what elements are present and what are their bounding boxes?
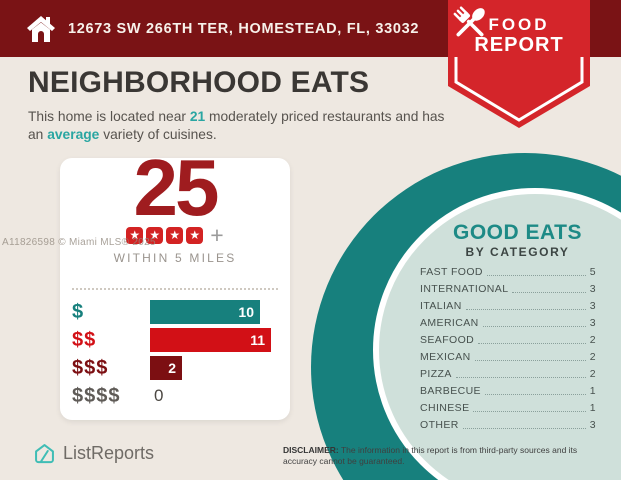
subtitle-text: This home is located near xyxy=(28,109,190,124)
price-level-label: $$$ xyxy=(72,356,109,379)
total-restaurant-count: 25 xyxy=(133,143,220,232)
disclaimer: DISCLAIMER: The information in this repo… xyxy=(283,445,608,468)
page-subtitle: This home is located near 21 moderately … xyxy=(28,108,460,144)
disclaimer-label: DISCLAIMER: xyxy=(283,445,339,455)
category-row: SEAFOOD 2 xyxy=(420,334,596,346)
good-eats-title: GOOD EATS xyxy=(453,221,582,244)
dotted-leader xyxy=(482,326,586,327)
utensils-icon xyxy=(453,6,485,37)
dotted-leader xyxy=(473,411,586,412)
price-bar-value: 2 xyxy=(168,360,176,376)
price-bar: 2 xyxy=(150,356,182,380)
category-label: INTERNATIONAL xyxy=(420,283,509,295)
radius-caption: WITHIN 5 MILES xyxy=(113,251,237,265)
plus-icon: + xyxy=(210,222,224,248)
category-label: MEXICAN xyxy=(420,351,471,363)
home-icon xyxy=(27,15,55,42)
dotted-leader xyxy=(486,275,586,276)
star-icon: ★ xyxy=(126,226,144,244)
price-bar: 10 xyxy=(150,300,260,324)
good-eats-subtitle: BY CATEGORY xyxy=(465,245,570,259)
star-icon: ★ xyxy=(186,226,204,244)
category-label: PIZZA xyxy=(420,368,452,380)
summary-card: 25 ★ ★ ★ ★ + WITHIN 5 MILES $10 $$ 11 $$$ 2 $$$$… xyxy=(60,148,290,420)
food-report-badge: FOOD REPORT xyxy=(448,0,590,130)
star-icon: ★ xyxy=(146,226,164,244)
badge-line1: FOOD xyxy=(488,15,550,34)
price-bar-row: $$$ 2 xyxy=(72,356,278,380)
price-bar-row: $$ 11 xyxy=(72,328,278,352)
category-row: ITALIAN 3 xyxy=(420,300,596,312)
dotted-leader xyxy=(455,377,586,378)
variety-highlight: average xyxy=(47,127,100,143)
category-label: BARBECUE xyxy=(420,385,481,397)
dotted-leader xyxy=(478,343,586,344)
category-count: 3 xyxy=(589,283,596,295)
category-row: OTHER 3 xyxy=(420,419,596,431)
category-count: 2 xyxy=(589,351,596,363)
page-title: NEIGHBORHOOD EATS xyxy=(28,66,370,99)
dotted-leader xyxy=(484,394,586,395)
dotted-leader xyxy=(512,292,586,293)
price-bar-value: 10 xyxy=(238,304,254,320)
property-address: 12673 SW 266TH TER, HOMESTEAD, FL, 33032 xyxy=(68,20,420,37)
star-tiles: ★ ★ ★ ★ xyxy=(126,226,204,244)
category-list: FAST FOOD 5 INTERNATIONAL 3 ITALIAN 3 AMERICAN… xyxy=(420,266,596,436)
star-rating: ★ ★ ★ ★ + xyxy=(72,222,278,248)
category-count: 2 xyxy=(589,368,596,380)
category-count: 5 xyxy=(589,266,596,278)
price-bar-value: 11 xyxy=(250,332,265,348)
category-count: 3 xyxy=(589,317,596,329)
price-level-label: $$ xyxy=(72,328,97,351)
category-count: 3 xyxy=(589,419,596,431)
price-bar-chart: $10 $$ 11 $$$ 2 $$$$ 0 xyxy=(72,300,278,408)
category-count: 1 xyxy=(589,385,596,397)
category-label: FAST FOOD xyxy=(420,266,483,278)
price-bar-row: $$$$ 0 xyxy=(72,384,278,408)
star-icon: ★ xyxy=(166,226,184,244)
category-label: AMERICAN xyxy=(420,317,479,329)
category-count: 1 xyxy=(589,402,596,414)
brand-name: ListReports xyxy=(63,443,155,463)
dotted-leader xyxy=(462,428,586,429)
category-row: MEXICAN 2 xyxy=(420,351,596,363)
price-bar-value: 0 xyxy=(154,386,164,405)
price-bar-row: $10 xyxy=(72,300,278,324)
category-label: CHINESE xyxy=(420,402,470,414)
category-row: BARBECUE 1 xyxy=(420,385,596,397)
disclaimer-line2: accuracy cannot be guaranteed. xyxy=(283,456,405,467)
category-count: 2 xyxy=(589,334,596,346)
category-label: SEAFOOD xyxy=(420,334,475,346)
dotted-leader xyxy=(465,309,586,310)
price-level-label: $ xyxy=(72,300,85,323)
listreports-logo-icon xyxy=(35,444,54,464)
category-row: INTERNATIONAL 3 xyxy=(420,283,596,295)
badge-line2: REPORT xyxy=(474,34,564,56)
dotted-divider xyxy=(72,288,278,290)
disclaimer-line1: The information in this report is from t… xyxy=(340,445,578,455)
subtitle-text: variety of cuisines. xyxy=(99,127,217,143)
category-label: OTHER xyxy=(420,419,459,431)
dotted-leader xyxy=(474,360,586,361)
mls-watermark: A11826598 © Miami MLS® 2025 xyxy=(2,237,156,248)
listreports-brand: ListReports xyxy=(33,442,154,465)
price-level-label: $$$$ xyxy=(72,384,121,407)
category-row: FAST FOOD 5 xyxy=(420,266,596,278)
category-label: ITALIAN xyxy=(420,300,462,312)
subtitle-text: moderately priced restaurants and has an xyxy=(28,109,445,143)
category-row: AMERICAN 3 xyxy=(420,317,596,329)
ribbon-shape xyxy=(448,0,590,128)
category-row: PIZZA 2 xyxy=(420,368,596,380)
category-count: 3 xyxy=(589,300,596,312)
price-bar: 11 xyxy=(150,328,271,352)
restaurant-count-highlight: 21 xyxy=(189,109,206,124)
category-row: CHINESE 1 xyxy=(420,402,596,414)
